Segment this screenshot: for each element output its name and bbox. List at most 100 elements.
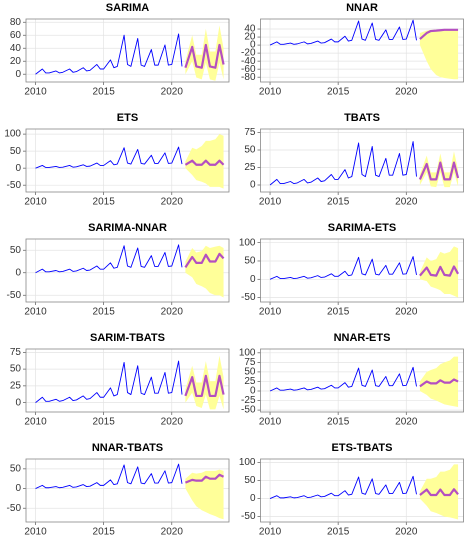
chart-title: NNAR <box>346 2 378 14</box>
history-line <box>35 33 183 75</box>
chart-title: NNAR-TBATS <box>92 442 163 454</box>
history-line <box>35 244 183 274</box>
x-tick-label: 2015 <box>93 527 116 538</box>
x-tick-label: 2015 <box>327 527 350 538</box>
forecast-line <box>419 378 459 388</box>
y-tick-label: 20 <box>10 56 22 67</box>
history-line <box>269 141 417 186</box>
x-tick-label: 2015 <box>93 87 116 98</box>
x-tick-label: 2015 <box>327 197 350 208</box>
y-tick-label: -50 <box>241 292 256 303</box>
forecast-line <box>184 159 225 166</box>
x-tick-label: 2010 <box>24 197 47 208</box>
x-tick-label: 2015 <box>327 87 350 98</box>
y-tick-label: 50 <box>10 146 22 157</box>
y-tick-label: 75 <box>244 127 256 138</box>
y-tick-label: -50 <box>7 290 22 301</box>
y-tick-label: 0 <box>15 163 21 174</box>
history-line <box>269 19 417 46</box>
x-tick-label: 2015 <box>327 417 350 428</box>
y-tick-label: 0 <box>15 483 21 494</box>
y-tick-label: 50 <box>244 475 256 486</box>
history-line <box>35 146 183 169</box>
plot-frame <box>25 128 230 193</box>
x-tick-label: 2010 <box>259 417 282 428</box>
forecast-line <box>184 374 225 398</box>
x-tick-label: 2010 <box>24 307 47 318</box>
y-tick-label: 80 <box>10 17 22 28</box>
y-tick-label: -60 <box>241 64 256 75</box>
y-tick-label: -40 <box>241 56 256 67</box>
y-tick-label: 100 <box>239 237 256 248</box>
y-tick-label: 50 <box>10 245 22 256</box>
y-tick-label: -80 <box>241 72 256 83</box>
plot-frame <box>25 238 230 303</box>
x-tick-label: 2020 <box>395 417 418 428</box>
y-tick-label: 100 <box>4 129 21 140</box>
y-tick-label: 100 <box>239 347 256 358</box>
y-tick-label: 0 <box>250 493 256 504</box>
x-tick-label: 2010 <box>24 87 47 98</box>
y-tick-label: 75 <box>10 347 22 358</box>
y-tick-label: 0 <box>15 267 21 278</box>
y-tick-label: 100 <box>239 457 256 468</box>
chart-title: SARIMA <box>106 2 149 14</box>
y-tick-label: 0 <box>250 40 256 51</box>
x-tick-label: 2020 <box>395 527 418 538</box>
chart-title: ETS-TBATS <box>332 442 393 454</box>
chart-title: SARIMA-NNAR <box>88 222 167 234</box>
forecast-line <box>184 473 225 484</box>
history-line <box>269 475 417 500</box>
history-line <box>35 360 183 403</box>
y-tick-label: 50 <box>244 367 256 378</box>
y-tick-label: 50 <box>244 145 256 156</box>
forecast-line <box>419 488 459 497</box>
chart-title: TBATS <box>344 112 380 124</box>
y-tick-label: 0 <box>15 397 21 408</box>
y-tick-label: -50 <box>241 405 256 416</box>
x-tick-label: 2020 <box>161 417 184 428</box>
x-tick-label: 2010 <box>259 197 282 208</box>
plot-frame <box>25 18 230 83</box>
x-tick-label: 2010 <box>259 307 282 318</box>
y-tick-label: -50 <box>7 180 22 191</box>
y-tick-label: 50 <box>10 463 22 474</box>
forecast-line <box>419 28 459 40</box>
y-tick-label: 60 <box>10 30 22 41</box>
x-tick-label: 2010 <box>24 527 47 538</box>
x-tick-label: 2020 <box>395 197 418 208</box>
x-tick-label: 2020 <box>161 87 184 98</box>
x-tick-label: 2015 <box>93 307 116 318</box>
plot-frame <box>260 348 464 413</box>
x-tick-label: 2020 <box>161 307 184 318</box>
interval-band <box>185 469 224 520</box>
forecast-line <box>419 265 460 277</box>
chart-title: ETS <box>117 112 138 124</box>
y-tick-label: -25 <box>241 395 256 406</box>
y-tick-label: 40 <box>10 43 22 54</box>
history-line <box>269 366 417 392</box>
plot-frame <box>260 458 464 523</box>
y-tick-label: 25 <box>244 376 256 387</box>
x-tick-label: 2015 <box>93 417 116 428</box>
y-tick-label: 40 <box>244 24 256 35</box>
y-tick-label: 50 <box>10 364 22 375</box>
y-tick-label: 75 <box>244 357 256 368</box>
plot-frame <box>25 348 230 413</box>
interval-band <box>185 245 224 298</box>
y-tick-label: -50 <box>7 503 22 514</box>
x-tick-label: 2010 <box>259 527 282 538</box>
history-line <box>269 256 417 280</box>
x-tick-label: 2010 <box>24 417 47 428</box>
x-tick-label: 2015 <box>327 307 350 318</box>
chart-title: SARIMA-ETS <box>328 222 396 234</box>
plot-frame <box>260 238 464 303</box>
plot-frame <box>260 128 464 193</box>
x-tick-label: 2010 <box>259 87 282 98</box>
history-line <box>35 463 183 489</box>
y-tick-label: 25 <box>10 381 22 392</box>
plot-frame <box>260 18 464 83</box>
y-tick-label: -50 <box>241 511 256 522</box>
y-tick-label: 0 <box>250 180 256 191</box>
plot-frame <box>25 458 230 523</box>
